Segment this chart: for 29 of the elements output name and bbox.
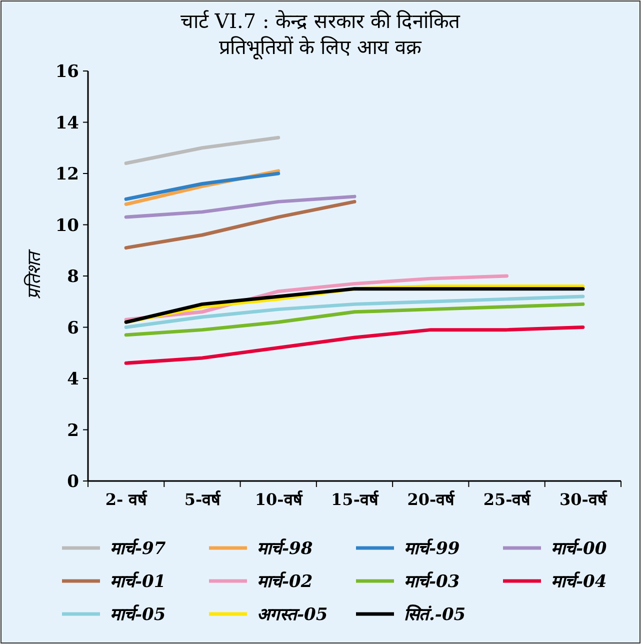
x-tick-label: 15-वर्ष — [331, 490, 379, 509]
legend-label: मार्च-98 — [257, 538, 313, 559]
y-tick-label: 0 — [67, 472, 80, 492]
y-tick-label: 14 — [55, 113, 80, 134]
legend-label: मार्च-05 — [110, 604, 166, 625]
legend-label: मार्च-03 — [404, 571, 460, 592]
x-tick-label: 5-वर्ष — [184, 490, 222, 509]
y-tick-label: 2 — [67, 420, 79, 441]
x-tick-label: 10-वर्ष — [254, 490, 303, 509]
x-tick-label: 25-वर्ष — [483, 490, 532, 509]
y-tick-label: 10 — [55, 216, 80, 236]
legend-label: मार्च-00 — [551, 538, 607, 559]
y-tick-label: 4 — [67, 370, 80, 390]
legend-label: मार्च-02 — [257, 571, 313, 592]
y-tick-label: 6 — [67, 318, 79, 338]
y-tick-label: 8 — [67, 267, 79, 287]
y-axis-title: प्रतिशत — [23, 248, 45, 300]
legend-label: मार्च-04 — [551, 571, 607, 592]
legend-label: मार्च-01 — [110, 571, 166, 592]
y-tick-label: 16 — [55, 62, 79, 82]
x-tick-label: 20-वर्ष — [407, 490, 456, 509]
legend-label: मार्च-97 — [110, 538, 166, 559]
y-tick-label: 12 — [55, 164, 79, 184]
legend-label: अगस्त-05 — [257, 605, 328, 625]
legend-label: मार्च-99 — [404, 538, 460, 559]
legend-label: सितं.-05 — [404, 604, 466, 625]
x-tick-label: 30-वर्ष — [559, 490, 608, 509]
x-tick-label: 2- वर्ष — [105, 490, 148, 509]
chart-title: चार्ट VI.7 : केन्द्र सरकार की दिनांकित प्रतिभूतियों के लिए आय वक्र — [180, 9, 461, 60]
